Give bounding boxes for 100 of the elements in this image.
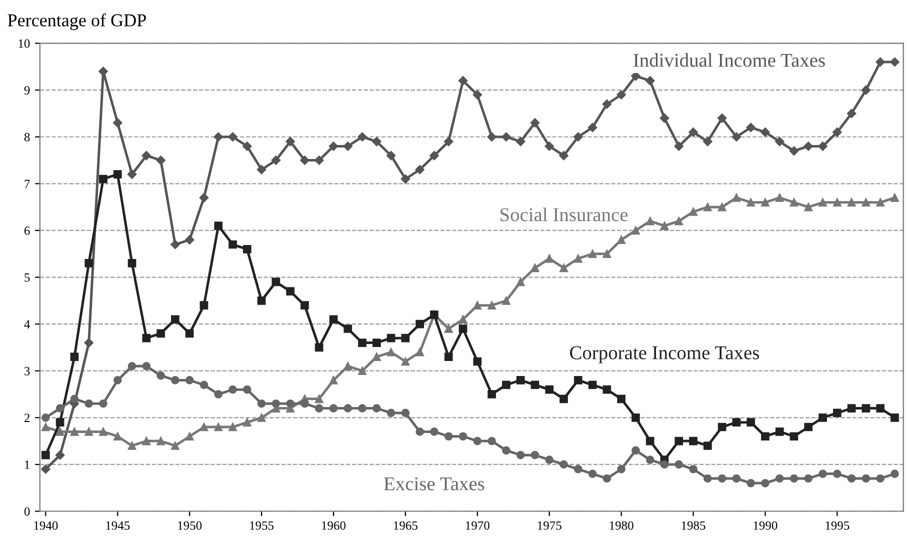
point <box>386 334 396 342</box>
point <box>113 432 122 441</box>
point <box>142 362 151 370</box>
point <box>257 296 266 305</box>
point <box>329 404 338 412</box>
point <box>56 404 64 412</box>
point <box>761 479 770 488</box>
x-tick-label: 1995 <box>826 521 850 530</box>
point <box>358 366 366 376</box>
point <box>112 118 122 128</box>
point <box>718 202 726 212</box>
point <box>847 404 856 412</box>
point <box>689 208 698 216</box>
point <box>171 376 180 384</box>
point <box>746 418 755 426</box>
point <box>386 408 396 418</box>
point <box>142 436 151 446</box>
point <box>761 432 770 441</box>
point <box>502 446 510 455</box>
point <box>804 422 813 432</box>
point <box>502 132 511 142</box>
point <box>761 198 770 207</box>
point <box>286 399 294 408</box>
point <box>358 338 366 347</box>
point <box>214 390 223 398</box>
y-tick-label: 10 <box>18 39 30 48</box>
point <box>530 380 540 390</box>
point <box>876 198 885 207</box>
point <box>444 324 453 333</box>
point <box>818 142 828 151</box>
point <box>674 142 684 151</box>
point <box>200 422 208 432</box>
point <box>602 385 612 394</box>
point <box>84 338 94 348</box>
point <box>617 236 626 244</box>
point <box>804 474 813 483</box>
point <box>732 418 741 426</box>
point <box>602 250 612 258</box>
x-tick-label: 1970 <box>466 521 490 530</box>
point <box>544 142 554 151</box>
point <box>545 456 554 464</box>
x-tick-label: 1960 <box>322 521 346 530</box>
x-tick-label: 1945 <box>106 521 130 530</box>
point <box>156 371 165 380</box>
point <box>688 128 698 137</box>
point <box>804 142 814 151</box>
point <box>718 474 726 483</box>
x-tick-label: 1985 <box>682 521 706 530</box>
y-tick-label: 6 <box>24 226 30 235</box>
point <box>329 376 338 384</box>
point <box>789 146 799 156</box>
point <box>214 132 223 142</box>
point <box>70 428 79 436</box>
point <box>343 142 352 151</box>
point <box>775 474 784 483</box>
point <box>185 329 194 338</box>
point <box>632 446 640 455</box>
point <box>314 156 324 165</box>
point <box>818 198 827 207</box>
point <box>602 99 612 109</box>
point <box>401 357 410 366</box>
y-tick-label: 4 <box>24 320 30 328</box>
point <box>790 432 798 441</box>
point <box>602 474 612 483</box>
point <box>775 194 784 202</box>
point <box>617 394 626 404</box>
point <box>228 240 237 249</box>
point <box>790 198 798 207</box>
point <box>703 202 712 212</box>
point <box>847 474 856 483</box>
point <box>545 254 554 263</box>
point <box>41 464 50 474</box>
y-tick-label: 1 <box>25 460 30 469</box>
series-label: Excise Taxes <box>384 477 484 490</box>
point <box>660 114 670 123</box>
point <box>862 404 870 412</box>
point <box>717 114 727 123</box>
x-tick-label: 1975 <box>538 521 562 530</box>
point <box>214 222 223 230</box>
point <box>502 296 510 305</box>
y-tick-label: 3 <box>24 366 30 376</box>
point <box>804 202 813 212</box>
point <box>574 376 582 384</box>
point <box>516 450 525 460</box>
point <box>530 118 540 128</box>
point <box>560 460 568 469</box>
point <box>41 413 50 422</box>
x-tick-label: 1950 <box>178 521 202 530</box>
point <box>862 198 870 207</box>
point <box>84 428 94 436</box>
y-tick-label: 0 <box>24 507 30 516</box>
x-tick-label: 1965 <box>394 521 418 530</box>
y-axis-title: Percentage of GDP <box>8 14 146 30</box>
point <box>646 436 654 446</box>
point <box>372 352 381 361</box>
point <box>386 150 396 160</box>
x-tick-label: 1940 <box>34 521 58 530</box>
point <box>142 334 151 342</box>
point <box>574 254 582 263</box>
point <box>458 315 468 324</box>
